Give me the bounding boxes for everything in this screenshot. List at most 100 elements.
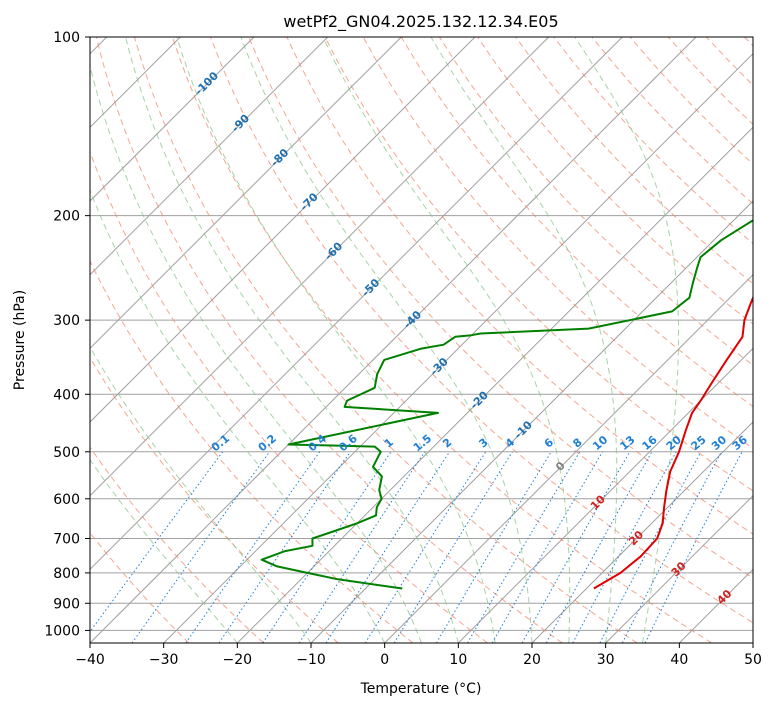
- mixing-ratio-label: 16: [640, 433, 660, 453]
- isotherm-line: [90, 37, 550, 497]
- dry-adiabat: [90, 259, 414, 643]
- mixing-ratio-label: 20: [664, 433, 684, 453]
- temperature-profile: [593, 295, 753, 590]
- isotherm-label: -30: [428, 355, 451, 378]
- mixing-ratio-line: [185, 451, 321, 643]
- moist-adiabat: [90, 345, 312, 643]
- dry-adiabat: [90, 356, 339, 643]
- x-tick-label: 20: [523, 652, 541, 668]
- isotherm-line: [310, 200, 753, 643]
- dry-adiabat: [286, 37, 753, 535]
- mixing-ratio-line: [262, 451, 392, 643]
- isotherm-line: [531, 421, 753, 643]
- mixing-ratio-line: [298, 451, 426, 643]
- dry-adiabat: [90, 446, 264, 643]
- dry-adiabat: [667, 37, 753, 126]
- mixing-ratio-line: [644, 451, 743, 643]
- x-tick-label: −10: [296, 652, 326, 668]
- moist-adiabat: [322, 37, 571, 643]
- x-tick-label: 30: [597, 652, 615, 668]
- dry-adiabat: [172, 37, 712, 643]
- dry-adiabat: [515, 37, 753, 285]
- mixing-ratio-line: [435, 451, 552, 643]
- dry-adiabat: [324, 37, 753, 492]
- mixing-ratio-label: 36: [730, 433, 750, 453]
- y-tick-label: 500: [53, 445, 80, 461]
- x-tick-label: −30: [149, 652, 179, 668]
- dry-adiabat: [553, 37, 753, 245]
- isotherm-line: [457, 347, 753, 643]
- dry-adiabat: [248, 37, 753, 579]
- isotherm-line: [90, 37, 697, 643]
- mixing-ratio-label: 0.1: [209, 432, 232, 454]
- mixing-ratio-label: 10: [590, 433, 610, 453]
- moist-adiabat: [176, 37, 496, 643]
- dry-adiabat: [90, 532, 190, 643]
- mixing-ratio-label: 13: [618, 433, 638, 453]
- y-tick-label: 200: [53, 209, 80, 225]
- plot-frame: [89, 36, 754, 644]
- moist-adiabat: [90, 458, 238, 643]
- y-tick-label: 600: [53, 492, 80, 508]
- y-tick-label: 900: [53, 596, 80, 612]
- moist-adiabat: [240, 37, 533, 643]
- mixing-ratio-line: [131, 451, 271, 643]
- x-tick-label: 40: [670, 652, 688, 668]
- x-axis-label: Temperature (°C): [360, 681, 482, 697]
- isotherm-line: [678, 568, 753, 643]
- y-tick-label: 100: [53, 30, 80, 46]
- mixing-ratio-label: 25: [689, 433, 709, 453]
- x-tick-label: −20: [223, 652, 253, 668]
- x-tick-label: 50: [744, 652, 762, 668]
- moist-adiabat: [430, 37, 618, 643]
- isotherm-line: [605, 494, 753, 643]
- moist-adiabat: [90, 189, 386, 643]
- mixing-ratio-line: [218, 451, 351, 643]
- mixing-ratio-line: [325, 451, 451, 643]
- isotherm-line: [90, 37, 476, 423]
- x-tick-label: 0: [380, 652, 389, 668]
- dry-adiabat: [133, 37, 638, 643]
- mixing-ratio-line: [364, 451, 487, 643]
- x-tick-label: 10: [449, 652, 467, 668]
- isotherm-line: [90, 37, 255, 202]
- moist-adiabat: [125, 37, 459, 643]
- isotherm-label: 0: [553, 459, 568, 474]
- y-tick-label: 300: [53, 313, 80, 329]
- mixing-ratio-label: 8: [570, 436, 584, 451]
- dry-adiabat: [90, 150, 488, 643]
- y-tick-label: 800: [53, 566, 80, 582]
- isotherm-line: [384, 273, 753, 643]
- mixing-ratio-line: [90, 451, 224, 633]
- isotherm-label: -90: [229, 111, 252, 134]
- dry-adiabat: [591, 37, 753, 205]
- y-axis-label: Pressure (hPa): [12, 290, 28, 390]
- mixing-ratio-line: [521, 451, 631, 643]
- isotherm-line: [90, 37, 623, 571]
- mixing-ratio-label: 0.6: [337, 432, 361, 455]
- mixing-ratio-line: [599, 451, 702, 643]
- dry-adiabat: [744, 37, 753, 47]
- chart-title: wetPf2_GN04.2025.132.12.34.E05: [283, 12, 558, 32]
- dry-adiabat: [95, 37, 563, 643]
- isotherm-line: [236, 126, 753, 643]
- dry-adiabat: [477, 37, 753, 325]
- mixing-ratio-label: 1: [382, 436, 396, 451]
- mixing-ratio-line: [545, 451, 653, 643]
- mixing-ratio-label: 0.4: [306, 432, 330, 455]
- mixing-ratio-line: [467, 451, 581, 643]
- x-tick-label: −40: [75, 652, 105, 668]
- mixing-ratio-label: 30: [709, 433, 729, 453]
- moist-adiabat: [90, 63, 422, 643]
- isotherm-line: [163, 52, 753, 643]
- isotherm-line: [90, 37, 402, 350]
- isotherm-label: -60: [322, 239, 345, 262]
- plot-area: 0.1 0.2 0.4 0.6 1 1.5 2 3 4 6 8 10 13 16 20 25 30 36-100-…: [90, 37, 753, 643]
- moist-adiabat: [574, 37, 679, 643]
- isotherm-line: [90, 37, 329, 276]
- isotherm-line: [752, 642, 753, 643]
- mixing-ratio-label: 0.2: [256, 432, 279, 454]
- dewpoint-profile: [260, 219, 753, 590]
- dry-adiabat: [210, 37, 753, 624]
